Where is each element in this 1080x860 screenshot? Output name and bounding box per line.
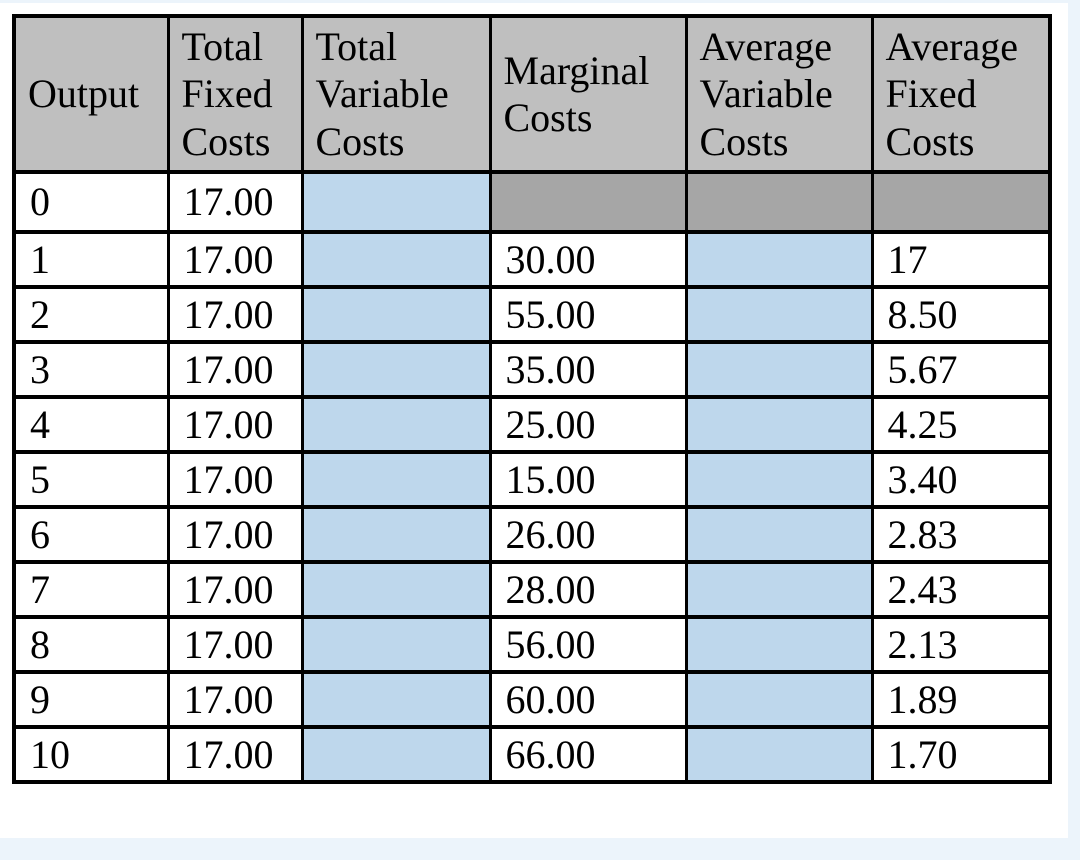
input-cell-average-variable-costs-row2[interactable] <box>684 285 874 344</box>
input-cell-total-variable-costs-row10[interactable] <box>300 725 492 784</box>
input-cell-total-variable-costs-row1[interactable] <box>300 230 492 289</box>
col-header-total-variable-costs: Total Variable Costs <box>300 14 492 174</box>
cell-total-fixed-costs-row1: 17.00 <box>166 230 304 289</box>
cost-table-body: 0 17.00 1 17.00 30.00 17 2 17.00 55.00 8.50 3 17.00… <box>12 170 1052 784</box>
table-row-output-9: 9 17.00 60.00 1.89 <box>12 670 1052 729</box>
cost-table-header: Output Total Fixed Costs Total Variable Co… <box>12 14 1052 174</box>
disabled-cell-average-variable-costs-row0 <box>684 170 874 234</box>
cell-total-fixed-costs-row8: 17.00 <box>166 615 304 674</box>
table-row-output-8: 8 17.00 56.00 2.13 <box>12 615 1052 674</box>
cell-total-fixed-costs-row10: 17.00 <box>166 725 304 784</box>
input-cell-total-variable-costs-row8[interactable] <box>300 615 492 674</box>
cell-output-row9: 9 <box>12 670 170 729</box>
disabled-cell-marginal-costs-row0 <box>488 170 688 234</box>
cost-table: Output Total Fixed Costs Total Variable Co… <box>12 14 1052 784</box>
table-row-output-3: 3 17.00 35.00 5.67 <box>12 340 1052 399</box>
cell-marginal-costs-row7: 28.00 <box>488 560 688 619</box>
cell-total-fixed-costs-row3: 17.00 <box>166 340 304 399</box>
header-row: Output Total Fixed Costs Total Variable Co… <box>12 14 1052 174</box>
col-header-output: Output <box>12 14 170 174</box>
cell-total-fixed-costs-row9: 17.00 <box>166 670 304 729</box>
table-row-output-1: 1 17.00 30.00 17 <box>12 230 1052 289</box>
table-row-output-6: 6 17.00 26.00 2.83 <box>12 505 1052 564</box>
input-cell-total-variable-costs-row5[interactable] <box>300 450 492 509</box>
cell-output-row8: 8 <box>12 615 170 674</box>
cell-average-fixed-costs-row3: 5.67 <box>870 340 1052 399</box>
input-cell-total-variable-costs-row6[interactable] <box>300 505 492 564</box>
cell-average-fixed-costs-row1: 17 <box>870 230 1052 289</box>
table-row-output-0: 0 17.00 <box>12 170 1052 234</box>
cell-marginal-costs-row9: 60.00 <box>488 670 688 729</box>
cell-total-fixed-costs-row2: 17.00 <box>166 285 304 344</box>
cell-marginal-costs-row2: 55.00 <box>488 285 688 344</box>
cell-average-fixed-costs-row9: 1.89 <box>870 670 1052 729</box>
cell-total-fixed-costs-row4: 17.00 <box>166 395 304 454</box>
cell-output-row4: 4 <box>12 395 170 454</box>
input-cell-average-variable-costs-row7[interactable] <box>684 560 874 619</box>
cell-average-fixed-costs-row4: 4.25 <box>870 395 1052 454</box>
cell-marginal-costs-row8: 56.00 <box>488 615 688 674</box>
col-header-total-fixed-costs: Total Fixed Costs <box>166 14 304 174</box>
cell-output-row5: 5 <box>12 450 170 509</box>
cell-average-fixed-costs-row7: 2.43 <box>870 560 1052 619</box>
cell-output-row3: 3 <box>12 340 170 399</box>
cell-output-row6: 6 <box>12 505 170 564</box>
input-cell-average-variable-costs-row9[interactable] <box>684 670 874 729</box>
table-row-output-10: 10 17.00 66.00 1.70 <box>12 725 1052 784</box>
cell-output-row1: 1 <box>12 230 170 289</box>
cell-average-fixed-costs-row6: 2.83 <box>870 505 1052 564</box>
col-header-average-fixed-costs: Average Fixed Costs <box>870 14 1052 174</box>
col-header-average-variable-costs: Average Variable Costs <box>684 14 874 174</box>
cell-total-fixed-costs-row6: 17.00 <box>166 505 304 564</box>
cell-total-fixed-costs-row5: 17.00 <box>166 450 304 509</box>
cell-marginal-costs-row10: 66.00 <box>488 725 688 784</box>
input-cell-average-variable-costs-row6[interactable] <box>684 505 874 564</box>
disabled-cell-average-fixed-costs-row0 <box>870 170 1052 234</box>
cell-output-row10: 10 <box>12 725 170 784</box>
input-cell-total-variable-costs-row7[interactable] <box>300 560 492 619</box>
table-row-output-4: 4 17.00 25.00 4.25 <box>12 395 1052 454</box>
input-cell-average-variable-costs-row3[interactable] <box>684 340 874 399</box>
table-row-output-7: 7 17.00 28.00 2.43 <box>12 560 1052 619</box>
page-canvas: Output Total Fixed Costs Total Variable Co… <box>0 3 1068 838</box>
cell-average-fixed-costs-row5: 3.40 <box>870 450 1052 509</box>
cell-output-row0: 0 <box>12 170 170 234</box>
input-cell-total-variable-costs-row3[interactable] <box>300 340 492 399</box>
input-cell-average-variable-costs-row1[interactable] <box>684 230 874 289</box>
input-cell-average-variable-costs-row8[interactable] <box>684 615 874 674</box>
input-cell-average-variable-costs-row10[interactable] <box>684 725 874 784</box>
cell-average-fixed-costs-row2: 8.50 <box>870 285 1052 344</box>
cell-average-fixed-costs-row8: 2.13 <box>870 615 1052 674</box>
cell-output-row2: 2 <box>12 285 170 344</box>
cell-average-fixed-costs-row10: 1.70 <box>870 725 1052 784</box>
col-header-marginal-costs: Marginal Costs <box>488 14 688 174</box>
input-cell-total-variable-costs-row0[interactable] <box>300 170 492 234</box>
cell-output-row7: 7 <box>12 560 170 619</box>
table-row-output-2: 2 17.00 55.00 8.50 <box>12 285 1052 344</box>
cell-total-fixed-costs-row7: 17.00 <box>166 560 304 619</box>
cell-marginal-costs-row6: 26.00 <box>488 505 688 564</box>
input-cell-total-variable-costs-row9[interactable] <box>300 670 492 729</box>
cell-marginal-costs-row1: 30.00 <box>488 230 688 289</box>
cell-total-fixed-costs-row0: 17.00 <box>166 170 304 234</box>
cell-marginal-costs-row5: 15.00 <box>488 450 688 509</box>
table-row-output-5: 5 17.00 15.00 3.40 <box>12 450 1052 509</box>
input-cell-average-variable-costs-row5[interactable] <box>684 450 874 509</box>
input-cell-total-variable-costs-row4[interactable] <box>300 395 492 454</box>
cell-marginal-costs-row3: 35.00 <box>488 340 688 399</box>
cell-marginal-costs-row4: 25.00 <box>488 395 688 454</box>
input-cell-average-variable-costs-row4[interactable] <box>684 395 874 454</box>
input-cell-total-variable-costs-row2[interactable] <box>300 285 492 344</box>
